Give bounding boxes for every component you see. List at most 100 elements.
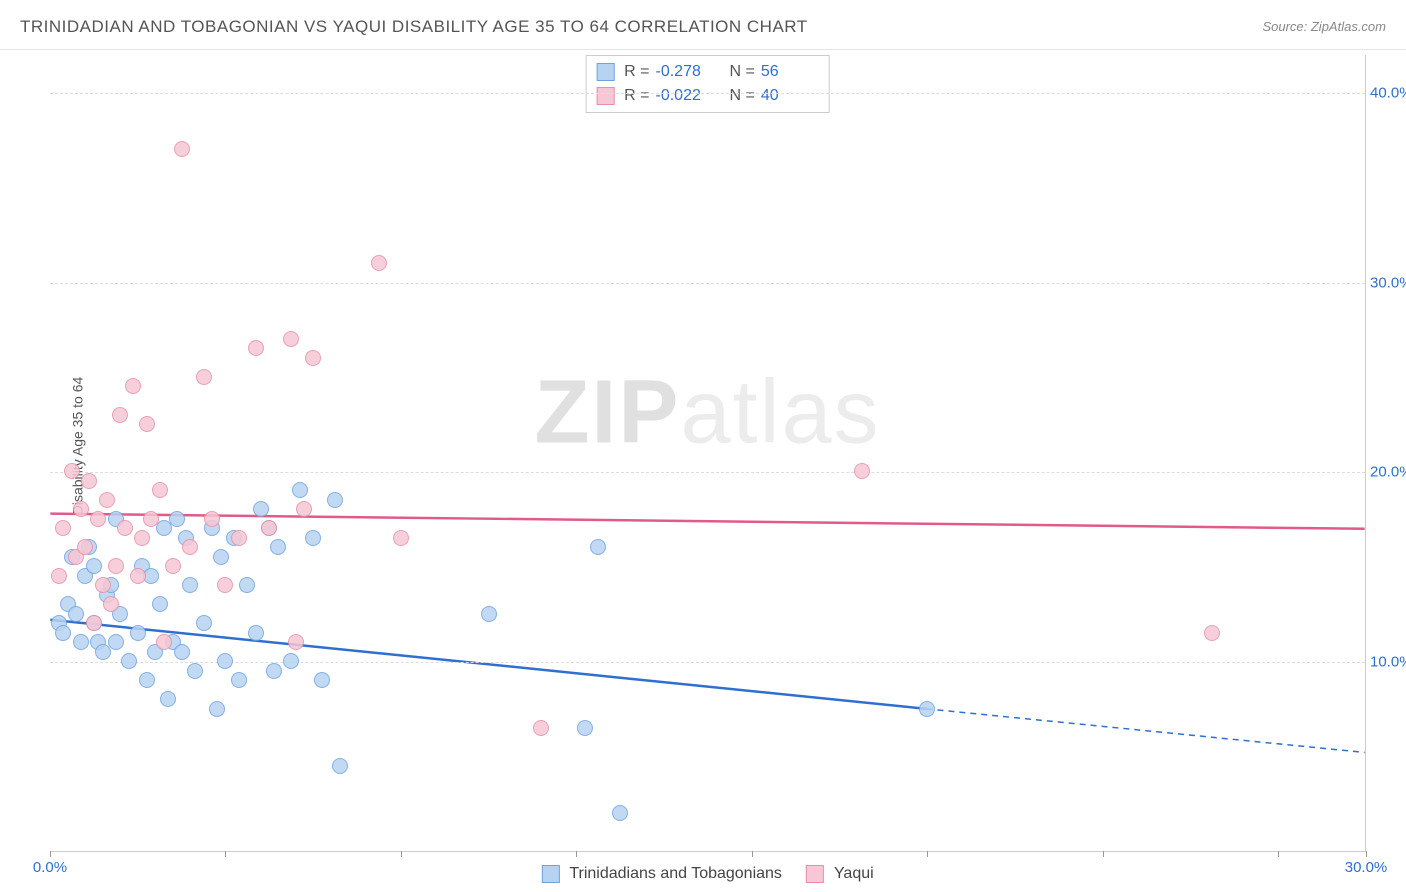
scatter-point: [332, 758, 348, 774]
scatter-point: [134, 530, 150, 546]
y-tick-label: 30.0%: [1370, 274, 1406, 291]
scatter-point: [481, 606, 497, 622]
scatter-point: [112, 407, 128, 423]
scatter-point: [108, 558, 124, 574]
scatter-point: [305, 530, 321, 546]
scatter-point: [266, 663, 282, 679]
n-label: N =: [730, 60, 755, 84]
scatter-point: [612, 805, 628, 821]
scatter-point: [139, 416, 155, 432]
scatter-point: [121, 653, 137, 669]
legend-label: Yaqui: [834, 865, 874, 883]
scatter-point: [393, 530, 409, 546]
scatter-point: [73, 501, 89, 517]
trend-line: [50, 514, 1364, 529]
scatter-point: [239, 577, 255, 593]
watermark: ZIPatlas: [534, 362, 880, 465]
scatter-point: [314, 672, 330, 688]
scatter-point: [160, 691, 176, 707]
scatter-point: [217, 653, 233, 669]
source-attribution: Source: ZipAtlas.com: [1262, 19, 1386, 34]
scatter-point: [196, 369, 212, 385]
scatter-point: [143, 511, 159, 527]
scatter-point: [152, 596, 168, 612]
scatter-point: [1204, 625, 1220, 641]
correlation-stats-box: R =-0.278N =56R =-0.022N =40: [585, 55, 830, 113]
y-tick-label: 20.0%: [1370, 464, 1406, 481]
n-value: 56: [761, 60, 819, 84]
n-label: N =: [730, 84, 755, 108]
scatter-point: [130, 568, 146, 584]
scatter-point: [187, 663, 203, 679]
x-tick-mark: [752, 851, 753, 857]
source-prefix: Source:: [1262, 19, 1310, 34]
scatter-point: [182, 539, 198, 555]
scatter-point: [125, 378, 141, 394]
scatter-point: [209, 701, 225, 717]
source-name: ZipAtlas.com: [1311, 19, 1386, 34]
scatter-point: [55, 625, 71, 641]
scatter-point: [270, 539, 286, 555]
scatter-point: [152, 482, 168, 498]
scatter-point: [248, 340, 264, 356]
stats-row: R =-0.278N =56: [596, 60, 819, 84]
scatter-point: [108, 634, 124, 650]
scatter-point: [86, 558, 102, 574]
scatter-point: [533, 720, 549, 736]
scatter-point: [248, 625, 264, 641]
scatter-point: [55, 520, 71, 536]
gridline-h: [50, 93, 1365, 94]
scatter-point: [231, 530, 247, 546]
scatter-point: [213, 549, 229, 565]
scatter-point: [139, 672, 155, 688]
scatter-point: [103, 596, 119, 612]
x-tick-mark: [927, 851, 928, 857]
legend-swatch: [806, 865, 824, 883]
legend-swatch: [541, 865, 559, 883]
x-tick-mark: [1366, 851, 1367, 857]
x-tick-mark: [225, 851, 226, 857]
scatter-point: [305, 350, 321, 366]
scatter-point: [117, 520, 133, 536]
legend-label: Trinidadians and Tobagonians: [569, 865, 782, 883]
y-tick-label: 40.0%: [1370, 84, 1406, 101]
legend-item: Yaqui: [806, 865, 874, 883]
plot-area: ZIPatlas R =-0.278N =56R =-0.022N =40 Tr…: [50, 55, 1366, 852]
scatter-point: [99, 492, 115, 508]
chart-header: TRINIDADIAN AND TOBAGONIAN VS YAQUI DISA…: [0, 0, 1406, 50]
scatter-point: [283, 331, 299, 347]
x-tick-mark: [1103, 851, 1104, 857]
x-tick-label: 30.0%: [1345, 859, 1388, 876]
scatter-point: [283, 653, 299, 669]
scatter-point: [51, 568, 67, 584]
scatter-point: [327, 492, 343, 508]
scatter-point: [288, 634, 304, 650]
scatter-point: [577, 720, 593, 736]
trend-lines-layer: [50, 55, 1365, 851]
x-tick-mark: [1278, 851, 1279, 857]
gridline-h: [50, 283, 1365, 284]
scatter-point: [231, 672, 247, 688]
scatter-point: [371, 255, 387, 271]
scatter-point: [292, 482, 308, 498]
scatter-point: [156, 634, 172, 650]
scatter-point: [253, 501, 269, 517]
scatter-point: [64, 463, 80, 479]
legend-item: Trinidadians and Tobagonians: [541, 865, 782, 883]
scatter-point: [204, 511, 220, 527]
scatter-point: [854, 463, 870, 479]
legend-swatch: [596, 87, 614, 105]
scatter-point: [919, 701, 935, 717]
scatter-point: [90, 511, 106, 527]
scatter-point: [174, 141, 190, 157]
n-value: 40: [761, 84, 819, 108]
scatter-point: [182, 577, 198, 593]
gridline-h: [50, 472, 1365, 473]
x-tick-label: 0.0%: [33, 859, 67, 876]
scatter-point: [590, 539, 606, 555]
x-tick-mark: [401, 851, 402, 857]
scatter-point: [196, 615, 212, 631]
scatter-point: [68, 606, 84, 622]
watermark-zip: ZIP: [534, 363, 680, 463]
stats-row: R =-0.022N =40: [596, 84, 819, 108]
